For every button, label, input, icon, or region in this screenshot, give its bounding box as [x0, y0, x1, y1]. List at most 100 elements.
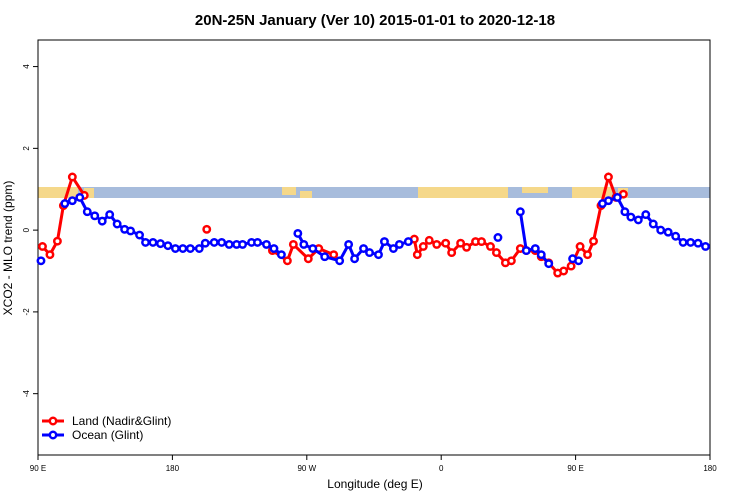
point	[303, 254, 313, 264]
y-axis-label: XCO2 - MLO trend (ppm)	[1, 181, 15, 316]
point	[493, 233, 503, 242]
legend-label: Land (Nadir&Glint)	[72, 414, 171, 428]
point	[456, 238, 466, 248]
point	[418, 242, 428, 251]
y-tick-label: -2	[22, 308, 31, 316]
point	[424, 235, 434, 245]
point	[544, 259, 554, 269]
point	[141, 237, 150, 247]
point	[388, 244, 398, 253]
point	[536, 250, 546, 260]
point	[329, 250, 339, 260]
point	[276, 250, 286, 260]
legend-marker	[48, 430, 58, 440]
point	[365, 248, 374, 258]
point	[135, 230, 144, 240]
point	[412, 250, 422, 260]
point	[641, 210, 651, 220]
point	[335, 256, 345, 266]
point	[447, 248, 457, 258]
point	[612, 192, 622, 202]
legend-label: Ocean (Glint)	[72, 428, 143, 442]
point	[530, 244, 540, 253]
point	[663, 227, 673, 237]
plot-frame	[37, 39, 711, 456]
point	[45, 250, 55, 260]
point	[633, 215, 643, 225]
point	[506, 256, 516, 266]
legend: Land (Nadir&Glint)Ocean (Glint)	[42, 414, 171, 442]
point	[52, 236, 62, 246]
point	[90, 211, 100, 221]
point	[403, 237, 413, 247]
point	[350, 254, 360, 264]
point	[693, 238, 703, 248]
point	[238, 239, 248, 249]
point	[38, 242, 47, 251]
x-tick-label: 0	[439, 464, 444, 473]
x-tick-label: 90 W	[297, 464, 316, 473]
point	[492, 248, 501, 258]
point	[82, 207, 92, 217]
point	[344, 239, 354, 249]
point	[656, 225, 666, 235]
x-tick-label: 180	[166, 464, 180, 473]
point	[282, 256, 292, 266]
point	[97, 216, 107, 226]
point	[477, 237, 486, 247]
point	[178, 244, 188, 253]
point	[320, 252, 330, 262]
point	[515, 207, 525, 217]
point	[262, 239, 271, 249]
point	[112, 219, 122, 229]
point	[575, 242, 585, 251]
point	[194, 244, 204, 253]
point	[156, 239, 165, 249]
point	[701, 242, 710, 251]
point	[67, 196, 77, 206]
point	[589, 236, 598, 246]
point	[604, 196, 613, 206]
legend-marker	[48, 416, 58, 426]
point	[200, 238, 210, 248]
point	[105, 210, 115, 220]
point	[269, 244, 279, 253]
point	[163, 241, 173, 251]
point	[359, 244, 368, 253]
y-tick-label: 0	[22, 227, 31, 232]
point	[293, 228, 303, 238]
x-axis-label: Longitude (deg E)	[327, 477, 422, 491]
point	[394, 239, 404, 249]
y-tick-label: 2	[22, 146, 31, 151]
y-tick-label: 4	[22, 64, 31, 69]
point	[521, 246, 531, 256]
point	[620, 207, 630, 217]
point	[148, 237, 158, 247]
point	[380, 237, 389, 247]
point	[432, 239, 442, 249]
point	[671, 231, 681, 241]
series-line	[64, 195, 707, 265]
point	[185, 244, 195, 253]
point	[288, 239, 298, 249]
point	[224, 239, 234, 249]
point	[686, 237, 696, 247]
point	[441, 238, 451, 248]
point	[604, 172, 613, 182]
point	[126, 226, 136, 236]
point	[462, 242, 472, 252]
x-tick-label: 90 E	[30, 464, 46, 473]
x-tick-label: 90 E	[567, 464, 583, 473]
point	[60, 199, 70, 208]
point	[374, 250, 383, 260]
point	[209, 237, 219, 247]
point	[678, 237, 688, 247]
point	[648, 219, 658, 229]
point	[217, 237, 227, 247]
point	[559, 266, 569, 276]
point	[566, 261, 576, 271]
point	[574, 256, 584, 266]
point	[626, 212, 636, 222]
chart-title: 20N-25N January (Ver 10) 2015-01-01 to 2…	[195, 12, 555, 29]
